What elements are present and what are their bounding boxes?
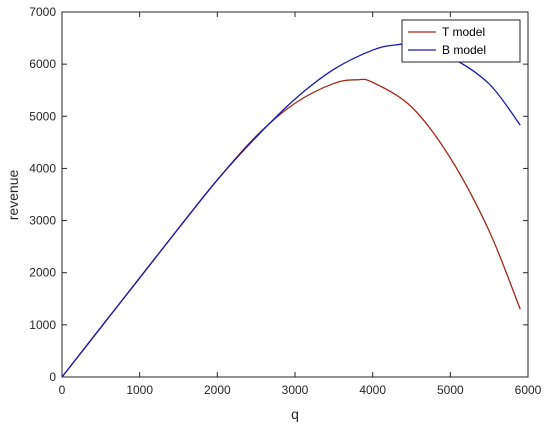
x-tick-label: 5000 [437, 383, 464, 397]
plot-area [61, 11, 529, 378]
legend-label: B model [442, 43, 486, 57]
ticks-layer: 0 1000 2000 3000 4000 5000 6000 0 1000 2000 3000 40… [29, 5, 541, 397]
y-tick-label: 1000 [29, 318, 56, 332]
legend-label: T model [442, 25, 485, 39]
y-tick-label: 6000 [29, 57, 56, 71]
y-tick-label: 5000 [29, 109, 56, 123]
legend-box [401, 19, 521, 63]
x-tick-label: 1000 [126, 383, 153, 397]
x-tick-label: 0 [59, 383, 66, 397]
y-axis-label: revenue [5, 169, 21, 220]
legend: T model B model [401, 19, 521, 63]
x-axis-label: q [291, 406, 299, 422]
x-tick-label: 4000 [359, 383, 386, 397]
y-tick-label: 7000 [29, 5, 56, 19]
y-tick-label: 4000 [29, 161, 56, 175]
x-tick-label: 6000 [515, 383, 542, 397]
x-tick-label: 2000 [204, 383, 231, 397]
y-tick-label: 3000 [29, 214, 56, 228]
y-tick-label: 2000 [29, 266, 56, 280]
y-tick-label: 0 [49, 370, 56, 384]
x-tick-label: 3000 [282, 383, 309, 397]
